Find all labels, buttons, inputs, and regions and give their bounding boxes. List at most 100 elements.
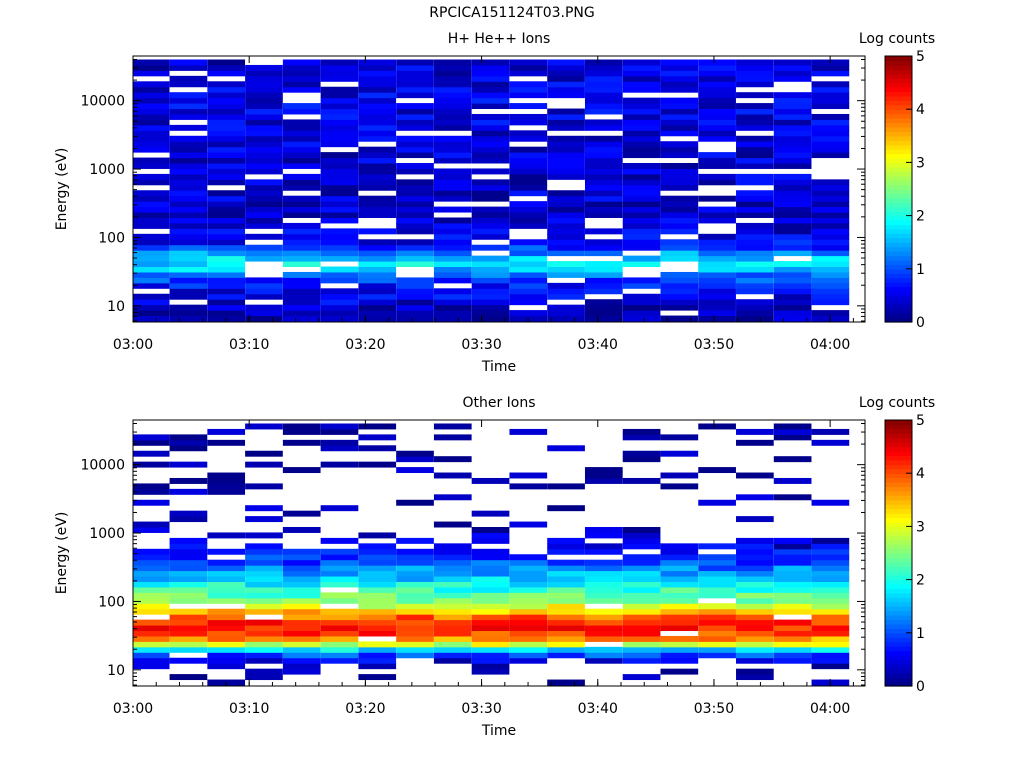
heatmap-cell <box>207 81 246 88</box>
heatmap-cell <box>811 614 850 621</box>
heatmap-cell <box>811 261 850 268</box>
heatmap-cell <box>207 614 246 621</box>
heatmap-cell <box>622 608 661 615</box>
heatmap-cell <box>169 657 208 664</box>
heatmap-cell <box>245 195 283 202</box>
heatmap-cell <box>358 603 397 610</box>
heatmap-cell <box>245 64 283 71</box>
colorbar-segment <box>885 233 912 239</box>
heatmap-cell <box>584 124 623 131</box>
colorbar-segment <box>885 619 912 625</box>
heatmap-cell <box>660 201 699 208</box>
colorbar-segment <box>885 259 912 265</box>
heatmap-cell <box>396 537 434 544</box>
heatmap-cell <box>811 70 850 77</box>
heatmap-cell <box>584 228 623 235</box>
heatmap-cell <box>433 652 472 659</box>
heatmap-cell <box>169 97 208 104</box>
y-tick-label: 1000 <box>89 162 125 178</box>
heatmap-cell <box>773 119 812 126</box>
heatmap-cell <box>133 92 170 99</box>
heatmap-cell <box>773 228 812 235</box>
heatmap-cell <box>773 299 812 306</box>
colorbar-segment <box>885 530 912 536</box>
heatmap-cell <box>547 75 585 82</box>
heatmap-cell <box>245 163 283 169</box>
heatmap-cell <box>471 266 510 273</box>
heatmap-cell <box>433 494 472 501</box>
heatmap-cell <box>133 195 170 202</box>
heatmap-cell <box>660 668 699 675</box>
heatmap-cell <box>396 244 434 251</box>
heatmap-cell <box>245 516 283 523</box>
heatmap-cell <box>698 266 736 273</box>
heatmap-cell <box>584 184 623 191</box>
heatmap-cell <box>282 146 321 153</box>
heatmap-cell <box>169 206 208 213</box>
heatmap-cell <box>358 173 397 180</box>
heatmap-cell <box>622 304 661 311</box>
heatmap-cell <box>169 674 208 681</box>
figure-title: RPCICA151124T03.PNG <box>429 5 595 21</box>
heatmap-cell <box>358 277 397 284</box>
heatmap-cell <box>660 586 699 593</box>
heatmap-cell <box>133 233 170 240</box>
heatmap-cell <box>433 619 472 626</box>
heatmap-cell <box>169 103 208 110</box>
heatmap-cell <box>282 255 321 262</box>
heatmap-cell <box>698 244 736 251</box>
heatmap-cell <box>169 157 208 164</box>
heatmap-cell <box>245 570 283 577</box>
heatmap-cell <box>358 75 397 82</box>
heatmap-cell <box>736 103 774 110</box>
heatmap-cell <box>133 239 170 246</box>
heatmap-cell <box>245 152 283 159</box>
heatmap-cell <box>320 565 359 572</box>
heatmap-cell <box>660 652 699 659</box>
heatmap-cell <box>698 108 736 115</box>
heatmap-cell <box>584 467 623 474</box>
heatmap-cell <box>433 472 472 479</box>
heatmap-cell <box>282 141 321 148</box>
heatmap-cell <box>698 157 736 164</box>
heatmap-cell <box>811 266 850 273</box>
heatmap-cell <box>282 559 321 566</box>
heatmap-cell <box>169 233 208 240</box>
colorbar-segment <box>885 149 912 155</box>
heatmap-cell <box>584 135 623 142</box>
heatmap-cell <box>245 635 283 642</box>
heatmap-cell <box>660 288 699 295</box>
heatmap-cell <box>433 228 472 235</box>
colorbar-segment <box>885 215 912 221</box>
heatmap-cell <box>660 97 699 104</box>
heatmap-cell <box>736 92 774 99</box>
heatmap-cell <box>584 92 623 99</box>
heatmap-cell <box>471 119 510 126</box>
heatmap-cell <box>622 576 661 582</box>
heatmap-cell <box>471 146 510 153</box>
heatmap-cell <box>320 592 359 599</box>
heatmap-cell <box>584 646 623 653</box>
heatmap-cell <box>358 135 397 142</box>
heatmap-cell <box>433 581 472 588</box>
heatmap-cell <box>433 239 472 246</box>
heatmap-cell <box>358 130 397 137</box>
heatmap-cell <box>169 146 208 153</box>
heatmap-cell <box>736 250 774 257</box>
heatmap-cell <box>509 657 548 664</box>
heatmap-cell <box>736 559 774 566</box>
heatmap-cell <box>660 608 699 615</box>
colorbar-tick-label: 4 <box>916 102 925 118</box>
heatmap-cell <box>169 548 208 555</box>
heatmap-cell <box>245 130 283 137</box>
heatmap-cell <box>736 233 774 240</box>
heatmap-cell <box>320 277 359 284</box>
heatmap-cell <box>547 201 585 208</box>
heatmap-cell <box>547 603 585 610</box>
heatmap-cell <box>282 108 321 115</box>
heatmap-cell <box>660 244 699 251</box>
heatmap-cell <box>358 266 397 273</box>
heatmap-cell <box>320 113 359 120</box>
heatmap-cell <box>433 576 472 582</box>
heatmap-cell <box>736 592 774 599</box>
